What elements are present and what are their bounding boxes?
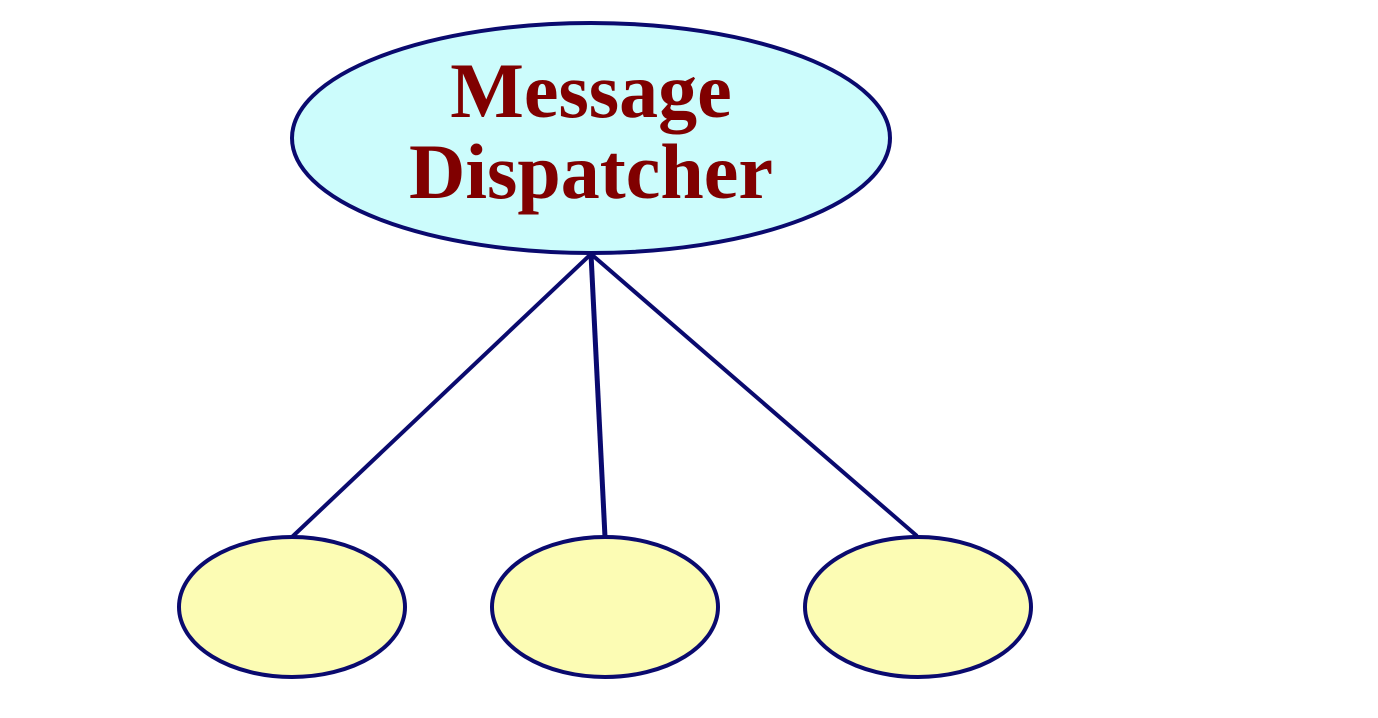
child-node-2 xyxy=(490,535,720,679)
child-node-1 xyxy=(177,535,407,679)
connector-line-3 xyxy=(589,252,919,538)
root-node-label-line1: Message xyxy=(450,47,732,134)
connector-line-1 xyxy=(290,252,593,539)
connector-line-2 xyxy=(588,253,608,538)
root-node-label-line2: Dispatcher xyxy=(409,128,773,215)
child-node-3 xyxy=(803,535,1033,679)
root-node-message-dispatcher xyxy=(290,21,892,255)
